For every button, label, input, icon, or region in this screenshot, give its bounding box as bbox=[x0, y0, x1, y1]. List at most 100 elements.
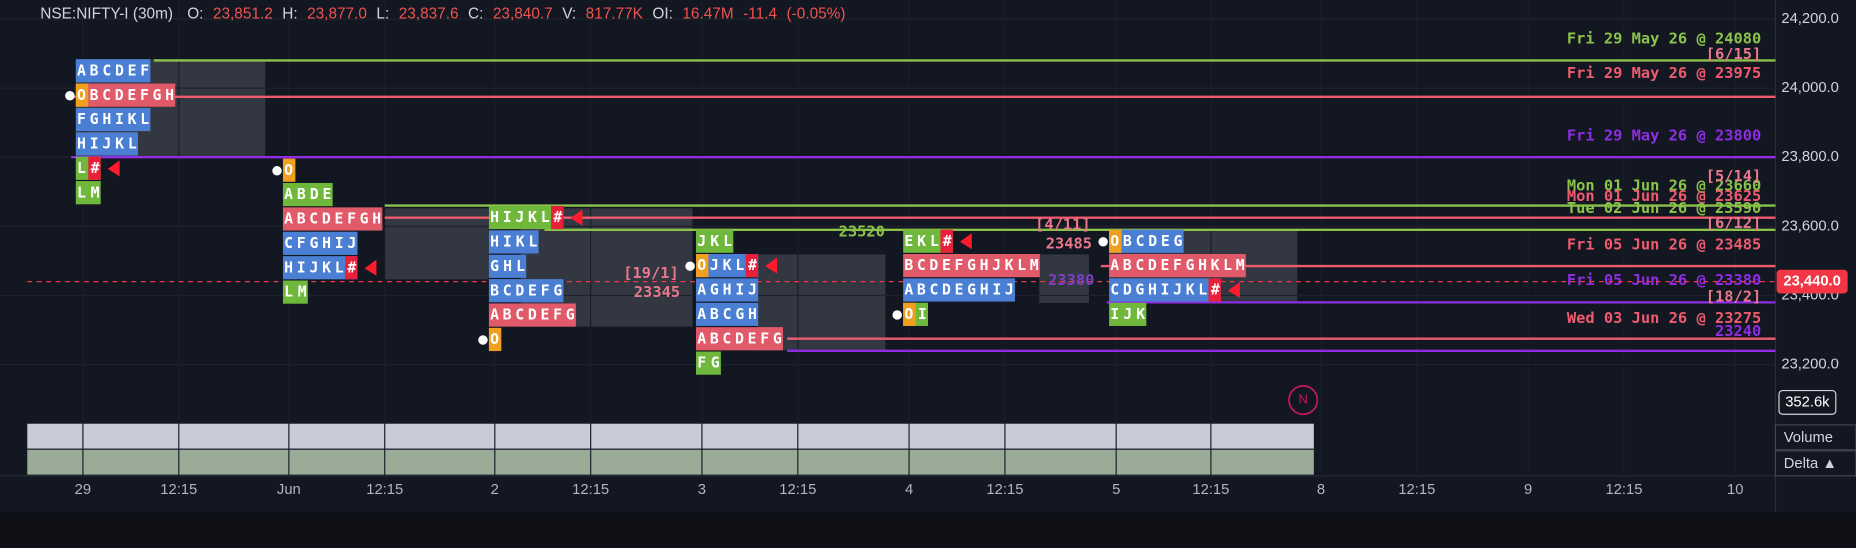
tpo-letters: O bbox=[284, 162, 293, 179]
header-text: 23,877.0 bbox=[307, 5, 367, 22]
volume-label-box bbox=[1778, 389, 1837, 415]
x-tick-label: 4 bbox=[905, 482, 913, 498]
tpo-row bbox=[1109, 253, 1246, 278]
level-tag: [6/12] bbox=[1706, 214, 1762, 232]
tpo-row bbox=[75, 59, 151, 83]
tpo-row bbox=[75, 132, 138, 156]
header-text: C: bbox=[468, 5, 483, 22]
tpo-row bbox=[1109, 302, 1147, 326]
tpo-cell bbox=[903, 302, 916, 326]
tpo-letters: CDGHIJKL# bbox=[1110, 282, 1220, 299]
tpo-letters: ABCGH bbox=[697, 306, 757, 323]
level-label: Fri 29 May 26 @ 24080 bbox=[1567, 30, 1761, 48]
header-text: 23,840.7 bbox=[493, 5, 553, 22]
level-label: Fri 05 Jun 26 @ 23380 bbox=[1567, 271, 1761, 289]
x-tick-label: 12:15 bbox=[1605, 482, 1642, 498]
poc-marker bbox=[364, 259, 377, 276]
header-text: H: bbox=[282, 5, 297, 22]
last-price-label: 23,440.0 bbox=[1783, 274, 1841, 290]
open-marker bbox=[1098, 237, 1108, 247]
header-text: O: bbox=[187, 5, 203, 22]
tpo-letters: ABCDEFG bbox=[697, 330, 782, 347]
tpo-letters: ABCDEFG bbox=[490, 307, 575, 324]
header-text: 16.47M bbox=[682, 5, 733, 22]
level-label: 23240 bbox=[1715, 322, 1761, 340]
header-text: 23,851.2 bbox=[213, 5, 273, 22]
legend-label: Volume bbox=[1784, 430, 1833, 446]
x-tick-label: 5 bbox=[1112, 482, 1120, 498]
legend-label: Delta ▲ bbox=[1784, 456, 1837, 472]
y-tick-label: 23,200.0 bbox=[1781, 356, 1839, 372]
y-tick-label: 23,600.0 bbox=[1781, 218, 1839, 234]
x-tick-label: 12:15 bbox=[1398, 482, 1435, 498]
x-tick-label: 10 bbox=[1727, 482, 1743, 498]
tpo-row bbox=[488, 205, 564, 230]
delta-strip-row bbox=[27, 449, 1314, 475]
level-label: Fri 29 May 26 @ 23975 bbox=[1567, 64, 1761, 82]
tpo-row bbox=[1109, 229, 1184, 253]
poc-marker bbox=[107, 160, 120, 177]
tpo-letters: HIJKL bbox=[77, 136, 137, 153]
badge-label: N bbox=[1299, 391, 1308, 406]
header-text: OI: bbox=[652, 5, 673, 22]
value-area bbox=[384, 208, 489, 280]
tpo-cell bbox=[1109, 229, 1122, 253]
header-text: NSE:NIFTY-I (30m) bbox=[40, 5, 173, 22]
header-text: -11.4 bbox=[743, 5, 777, 22]
tpo-row bbox=[488, 327, 502, 352]
x-tick-label: 29 bbox=[75, 482, 91, 498]
tpo-row bbox=[75, 181, 101, 205]
x-tick-label: 12:15 bbox=[986, 482, 1023, 498]
x-tick-label: 8 bbox=[1317, 482, 1325, 498]
x-tick-label: 2 bbox=[491, 482, 499, 498]
badge-ring bbox=[1288, 384, 1319, 416]
tpo-row bbox=[903, 278, 1015, 302]
open-marker bbox=[65, 91, 75, 101]
tpo-cell bbox=[745, 253, 759, 278]
open-marker bbox=[272, 166, 282, 176]
x-tick-label: 12:15 bbox=[160, 482, 197, 498]
annotation: [4/11] bbox=[1035, 215, 1091, 233]
tpo-row bbox=[696, 351, 721, 375]
tpo-row bbox=[282, 182, 333, 207]
tpo-cell bbox=[345, 256, 358, 280]
x-tick-label: 12:15 bbox=[1192, 482, 1229, 498]
tpo-letters: O bbox=[490, 331, 499, 348]
tpo-row bbox=[696, 327, 784, 351]
poc-marker bbox=[959, 233, 972, 250]
tpo-letters: JKL bbox=[697, 233, 732, 250]
annotation: [19/1] bbox=[623, 264, 679, 282]
header-text: L: bbox=[376, 5, 389, 22]
volume-label: 352.6k bbox=[1785, 394, 1830, 410]
x-tick-label: 12:15 bbox=[572, 482, 609, 498]
level-tag: [5/14] bbox=[1706, 167, 1762, 185]
header-text: 23,837.6 bbox=[399, 5, 459, 22]
tpo-row bbox=[488, 279, 564, 303]
level-label: Fri 29 May 26 @ 23800 bbox=[1567, 127, 1761, 145]
open-marker bbox=[478, 335, 488, 345]
tpo-cell bbox=[551, 205, 564, 230]
poc-marker bbox=[765, 257, 778, 274]
level-label: Mon 01 Jun 26 @ 23660 bbox=[1567, 176, 1761, 194]
tpo-row bbox=[1109, 278, 1221, 302]
tpo-cell bbox=[88, 156, 101, 180]
poc-marker bbox=[570, 209, 583, 226]
level-tag: [6/15] bbox=[1706, 45, 1762, 63]
delta-strip-row bbox=[27, 423, 1314, 449]
tpo-letters: GHL bbox=[490, 258, 525, 275]
tpo-row bbox=[488, 230, 539, 254]
x-tick-label: Jun bbox=[277, 482, 301, 498]
x-tick-label: 3 bbox=[698, 482, 706, 498]
tpo-letters: ABCDEGHIJ bbox=[904, 282, 1013, 299]
annotation: 23520 bbox=[839, 222, 885, 240]
annotation: 23345 bbox=[634, 283, 680, 301]
level-label: Wed 03 Jun 26 @ 23275 bbox=[1567, 309, 1761, 327]
header-text: V: bbox=[562, 5, 576, 22]
tpo-row bbox=[488, 303, 576, 327]
y-tick-label: 24,200.0 bbox=[1781, 11, 1839, 27]
level-tag: [18/2] bbox=[1706, 288, 1762, 306]
footer-background bbox=[0, 512, 1856, 548]
tpo-row bbox=[696, 302, 759, 326]
tpo-letters: IJK bbox=[1110, 306, 1145, 323]
